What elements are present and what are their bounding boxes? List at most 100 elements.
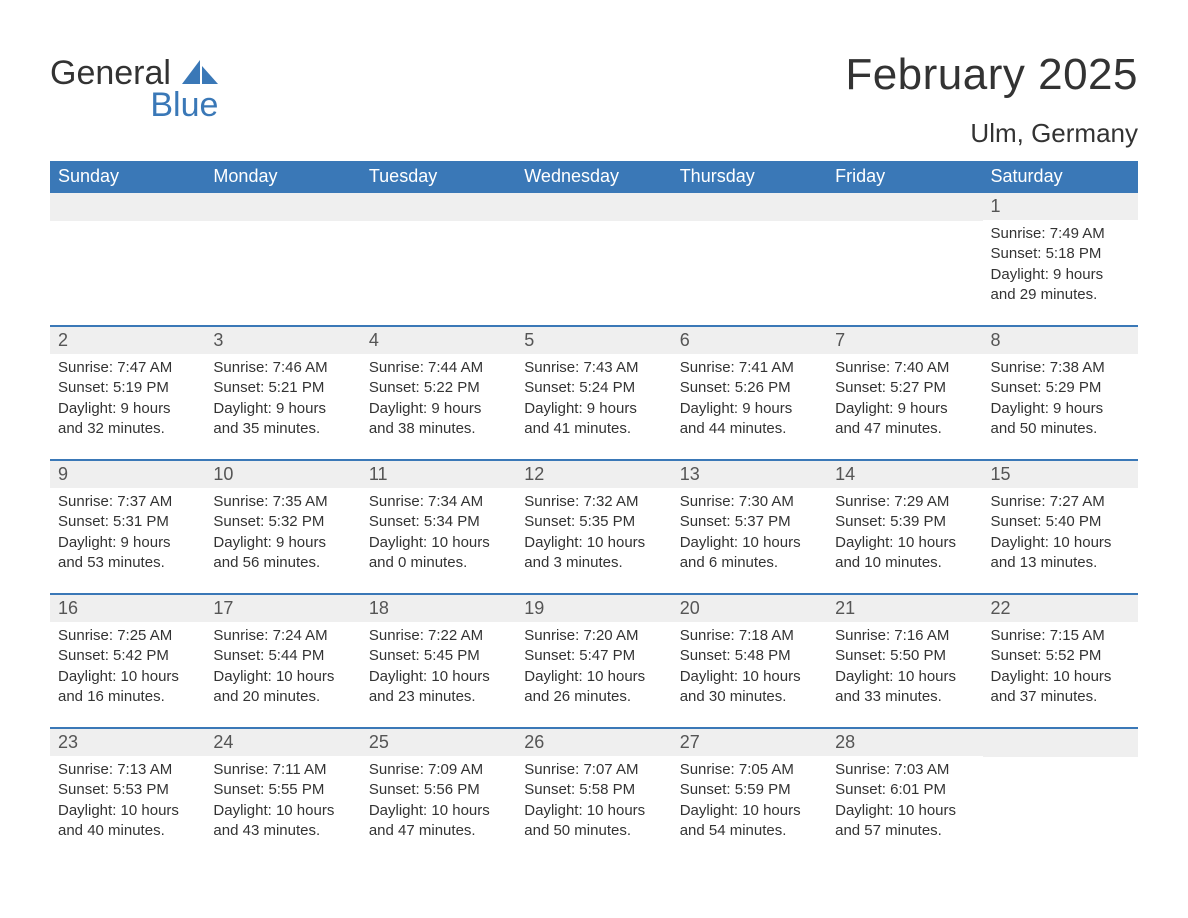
sunrise-label: Sunrise: 7:49 AM [991, 224, 1130, 244]
day-number-row [827, 193, 982, 221]
day-number: 6 [680, 330, 690, 350]
day-info: Sunrise: 7:32 AMSunset: 5:35 PMDaylight:… [516, 488, 671, 579]
sunrise-label: Sunrise: 7:40 AM [835, 358, 974, 378]
sunset-label: Sunset: 5:47 PM [524, 646, 663, 666]
day-number-row: 21 [827, 595, 982, 622]
day-number-row [50, 193, 205, 221]
sunset-label: Sunset: 6:01 PM [835, 780, 974, 800]
day-cell: 16Sunrise: 7:25 AMSunset: 5:42 PMDayligh… [50, 595, 205, 727]
sunrise-label: Sunrise: 7:43 AM [524, 358, 663, 378]
sunrise-label: Sunrise: 7:09 AM [369, 760, 508, 780]
day-number-row: 8 [983, 327, 1138, 354]
day-info: Sunrise: 7:11 AMSunset: 5:55 PMDaylight:… [205, 756, 360, 847]
daylight-label: Daylight: 10 hours and 50 minutes. [524, 801, 663, 842]
sunset-label: Sunset: 5:39 PM [835, 512, 974, 532]
daylight-label: Daylight: 10 hours and 33 minutes. [835, 667, 974, 708]
day-number-row: 2 [50, 327, 205, 354]
day-number-row: 10 [205, 461, 360, 488]
week-row: 9Sunrise: 7:37 AMSunset: 5:31 PMDaylight… [50, 459, 1138, 593]
day-number: 18 [369, 598, 389, 618]
daylight-label: Daylight: 10 hours and 20 minutes. [213, 667, 352, 708]
day-number: 10 [213, 464, 233, 484]
week-row: 2Sunrise: 7:47 AMSunset: 5:19 PMDaylight… [50, 325, 1138, 459]
day-cell: 21Sunrise: 7:16 AMSunset: 5:50 PMDayligh… [827, 595, 982, 727]
day-number-row: 20 [672, 595, 827, 622]
day-info: Sunrise: 7:22 AMSunset: 5:45 PMDaylight:… [361, 622, 516, 713]
sunset-label: Sunset: 5:32 PM [213, 512, 352, 532]
daylight-label: Daylight: 10 hours and 40 minutes. [58, 801, 197, 842]
day-number-row: 4 [361, 327, 516, 354]
day-info: Sunrise: 7:07 AMSunset: 5:58 PMDaylight:… [516, 756, 671, 847]
day-number: 28 [835, 732, 855, 752]
daylight-label: Daylight: 10 hours and 13 minutes. [991, 533, 1130, 574]
day-info: Sunrise: 7:44 AMSunset: 5:22 PMDaylight:… [361, 354, 516, 445]
day-cell: 15Sunrise: 7:27 AMSunset: 5:40 PMDayligh… [983, 461, 1138, 593]
sunset-label: Sunset: 5:22 PM [369, 378, 508, 398]
day-cell: 4Sunrise: 7:44 AMSunset: 5:22 PMDaylight… [361, 327, 516, 459]
day-number: 13 [680, 464, 700, 484]
day-info: Sunrise: 7:03 AMSunset: 6:01 PMDaylight:… [827, 756, 982, 847]
sunrise-label: Sunrise: 7:47 AM [58, 358, 197, 378]
day-number-row: 16 [50, 595, 205, 622]
sunset-label: Sunset: 5:27 PM [835, 378, 974, 398]
day-number-row: 11 [361, 461, 516, 488]
daylight-label: Daylight: 10 hours and 57 minutes. [835, 801, 974, 842]
sunrise-label: Sunrise: 7:07 AM [524, 760, 663, 780]
day-cell: 1Sunrise: 7:49 AMSunset: 5:18 PMDaylight… [983, 193, 1138, 325]
title-block: February 2025 Ulm, Germany [845, 50, 1138, 155]
day-cell: 7Sunrise: 7:40 AMSunset: 5:27 PMDaylight… [827, 327, 982, 459]
sunrise-label: Sunrise: 7:11 AM [213, 760, 352, 780]
sunset-label: Sunset: 5:21 PM [213, 378, 352, 398]
day-number: 7 [835, 330, 845, 350]
day-number-row: 14 [827, 461, 982, 488]
weekday-header: Sunday [50, 161, 205, 193]
day-cell: 13Sunrise: 7:30 AMSunset: 5:37 PMDayligh… [672, 461, 827, 593]
day-number: 2 [58, 330, 68, 350]
week-row: 23Sunrise: 7:13 AMSunset: 5:53 PMDayligh… [50, 727, 1138, 861]
daylight-label: Daylight: 9 hours and 32 minutes. [58, 399, 197, 440]
calendar-grid: Sunday Monday Tuesday Wednesday Thursday… [50, 161, 1138, 861]
sunrise-label: Sunrise: 7:41 AM [680, 358, 819, 378]
daylight-label: Daylight: 10 hours and 23 minutes. [369, 667, 508, 708]
sunset-label: Sunset: 5:48 PM [680, 646, 819, 666]
day-number-row: 1 [983, 193, 1138, 220]
daylight-label: Daylight: 10 hours and 43 minutes. [213, 801, 352, 842]
sunrise-label: Sunrise: 7:13 AM [58, 760, 197, 780]
day-cell: 3Sunrise: 7:46 AMSunset: 5:21 PMDaylight… [205, 327, 360, 459]
day-number: 9 [58, 464, 68, 484]
sunrise-label: Sunrise: 7:15 AM [991, 626, 1130, 646]
weekday-header: Friday [827, 161, 982, 193]
sunset-label: Sunset: 5:44 PM [213, 646, 352, 666]
day-cell: 17Sunrise: 7:24 AMSunset: 5:44 PMDayligh… [205, 595, 360, 727]
sunrise-label: Sunrise: 7:38 AM [991, 358, 1130, 378]
day-info: Sunrise: 7:41 AMSunset: 5:26 PMDaylight:… [672, 354, 827, 445]
sunrise-label: Sunrise: 7:35 AM [213, 492, 352, 512]
day-number-row: 9 [50, 461, 205, 488]
sunrise-label: Sunrise: 7:03 AM [835, 760, 974, 780]
day-number-row [983, 729, 1138, 757]
sunrise-label: Sunrise: 7:44 AM [369, 358, 508, 378]
day-cell: 5Sunrise: 7:43 AMSunset: 5:24 PMDaylight… [516, 327, 671, 459]
sunset-label: Sunset: 5:52 PM [991, 646, 1130, 666]
daylight-label: Daylight: 10 hours and 16 minutes. [58, 667, 197, 708]
day-cell [827, 193, 982, 325]
daylight-label: Daylight: 10 hours and 26 minutes. [524, 667, 663, 708]
day-cell: 8Sunrise: 7:38 AMSunset: 5:29 PMDaylight… [983, 327, 1138, 459]
daylight-label: Daylight: 9 hours and 44 minutes. [680, 399, 819, 440]
sunrise-label: Sunrise: 7:18 AM [680, 626, 819, 646]
day-info: Sunrise: 7:43 AMSunset: 5:24 PMDaylight:… [516, 354, 671, 445]
day-number: 16 [58, 598, 78, 618]
sunrise-label: Sunrise: 7:24 AM [213, 626, 352, 646]
daylight-label: Daylight: 10 hours and 54 minutes. [680, 801, 819, 842]
daylight-label: Daylight: 9 hours and 50 minutes. [991, 399, 1130, 440]
day-number: 26 [524, 732, 544, 752]
day-cell: 20Sunrise: 7:18 AMSunset: 5:48 PMDayligh… [672, 595, 827, 727]
day-number: 21 [835, 598, 855, 618]
day-number: 19 [524, 598, 544, 618]
day-info: Sunrise: 7:05 AMSunset: 5:59 PMDaylight:… [672, 756, 827, 847]
sunset-label: Sunset: 5:19 PM [58, 378, 197, 398]
week-row: 1Sunrise: 7:49 AMSunset: 5:18 PMDaylight… [50, 193, 1138, 325]
day-cell: 23Sunrise: 7:13 AMSunset: 5:53 PMDayligh… [50, 729, 205, 861]
sunrise-label: Sunrise: 7:05 AM [680, 760, 819, 780]
day-number-row: 18 [361, 595, 516, 622]
